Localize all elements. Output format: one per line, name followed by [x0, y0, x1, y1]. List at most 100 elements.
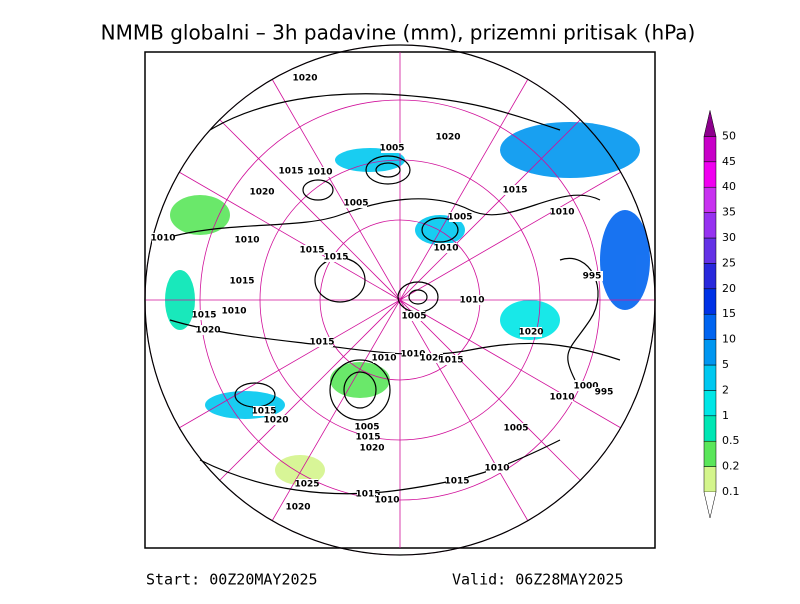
isobar-label: 1015 [502, 186, 527, 196]
isobar-label-bg [575, 381, 597, 391]
isobar-label-bg [373, 353, 395, 363]
isobar-label: 1000 [573, 382, 598, 392]
isobar-label-bg [361, 443, 383, 453]
colorbar-segment [703, 263, 717, 290]
isobar-label-bg [294, 73, 316, 83]
colorbar-label: 25 [722, 256, 736, 269]
isobar-label-bg [287, 502, 309, 512]
colorbar-segment [703, 415, 717, 442]
colorbar-segment [703, 288, 717, 315]
isobar-label-bg [253, 406, 275, 416]
colorbar-segment [703, 186, 717, 213]
isobar-label-bg [437, 132, 459, 142]
isobar-label-bg [435, 243, 457, 253]
colorbar-label: 0.1 [722, 485, 740, 498]
colorbar-label: 1 [722, 409, 729, 422]
colorbar-label: 10 [722, 333, 736, 346]
isobar-label: 1010 [549, 393, 574, 403]
graticule [144, 44, 656, 556]
isobar-label: 995 [583, 272, 602, 282]
colorbar-label: 45 [722, 155, 736, 168]
colorbar-label: 15 [722, 307, 736, 320]
isobar-label: 1005 [401, 312, 426, 322]
isobar-label: 1005 [503, 424, 528, 434]
isobar-label: 1005 [447, 213, 472, 223]
isobar-label: 1015 [299, 246, 324, 256]
isobar-label-bg [193, 310, 215, 320]
isobar-label-bg [197, 325, 219, 335]
isobar-label-bg [403, 311, 425, 321]
isobar-label: 1010 [221, 307, 246, 317]
colorbar-label: 50 [722, 129, 736, 142]
isobar-label: 1005 [343, 199, 368, 209]
isobar-label-bg [356, 422, 378, 432]
isobar-label: 1015 [438, 356, 463, 366]
isobar-label-bg [593, 387, 615, 397]
colorbar-label: 40 [722, 180, 736, 193]
isobar-label: 1020 [518, 328, 543, 338]
isobar-label: 1015 [355, 433, 380, 443]
isobar-label-bg [301, 245, 323, 255]
isobar-label: 1010 [234, 236, 259, 246]
colorbar-segment [703, 212, 717, 239]
isobar-label-bg [251, 187, 273, 197]
colorbar-label: 0.2 [722, 460, 740, 473]
colorbar-segment [703, 364, 717, 391]
colorbar-label: 2 [722, 383, 729, 396]
isobar-label: 1015 [229, 277, 254, 287]
colorbar-label: 35 [722, 206, 736, 219]
colorbar-label: 20 [722, 282, 736, 295]
isobar-label-bg [551, 207, 573, 217]
colorbar-segment [703, 440, 717, 467]
isobar-label: 1020 [285, 503, 310, 513]
isobar-label: 1010 [433, 244, 458, 254]
start-time: Start: 00Z20MAY2025 [146, 571, 318, 589]
isobar-label-bg [461, 295, 483, 305]
precipitation [165, 122, 650, 485]
isobar-label-bg [446, 476, 468, 486]
isobar-label-bg [581, 271, 603, 281]
isobar-label: 1010 [150, 234, 175, 244]
isobar-label-bg [296, 479, 318, 489]
isobar-label: 1020 [435, 133, 460, 143]
isobar-label-bg [223, 306, 245, 316]
isobar-label: 1010 [400, 350, 425, 360]
isobar-label-bg [421, 353, 443, 363]
isobar-label: 1025 [294, 480, 319, 490]
isobar-label-bg [376, 495, 398, 505]
isobar-label: 1010 [459, 296, 484, 306]
colorbar-arrow [703, 110, 717, 137]
isobar-label: 1010 [549, 208, 574, 218]
isobar-label-bg [231, 276, 253, 286]
title: NMMB globalni – 3h padavine (mm), prizem… [101, 21, 696, 45]
isobar-label-bg [311, 337, 333, 347]
isobar-label-bg [505, 423, 527, 433]
isobar-label-bg [520, 327, 542, 337]
colorbar-segment [703, 339, 717, 366]
colorbar-segment [703, 390, 717, 417]
isobar-label: 1020 [292, 74, 317, 84]
isobar-label: 1020 [419, 354, 444, 364]
isobar-label-bg [440, 355, 462, 365]
isobar-label: 1015 [191, 311, 216, 321]
isobar-label: 1015 [278, 167, 303, 177]
isobar-label: 1015 [251, 407, 276, 417]
isobar-label: 1010 [371, 354, 396, 364]
colorbar-segment [703, 313, 717, 340]
isobar-label-bg [357, 489, 379, 499]
isobar-label: 1010 [374, 496, 399, 506]
isobar-label-bg [345, 198, 367, 208]
colorbar-segment [703, 237, 717, 264]
isobar-label-bg [152, 233, 174, 243]
isobar-label-bg [504, 185, 526, 195]
isobar-label: 1010 [307, 168, 332, 178]
valid-time: Valid: 06Z28MAY2025 [452, 571, 624, 589]
isobar-label: 1015 [309, 338, 334, 348]
isobar-label-bg [486, 463, 508, 473]
isobar-label: 1015 [323, 253, 348, 263]
isobar-label: 1015 [355, 490, 380, 500]
isobar-label: 1020 [263, 416, 288, 426]
